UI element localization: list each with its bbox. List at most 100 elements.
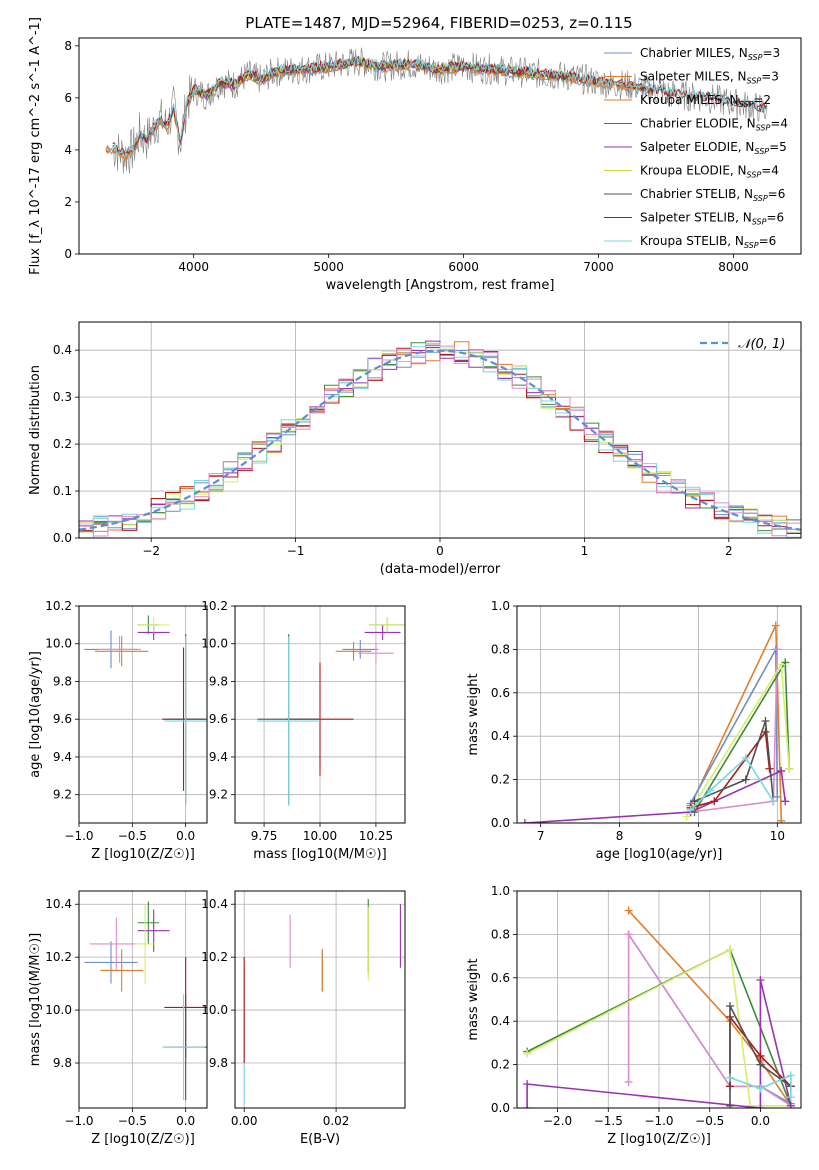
- y-tick-label: 10.2: [45, 599, 72, 613]
- weight-marker: [777, 660, 786, 669]
- y-tick-label: 0.8: [491, 642, 510, 656]
- weight-marker: [690, 797, 699, 806]
- legend-text: Chabrier ELODIE, N: [640, 117, 756, 131]
- y-tick-label: 0.8: [491, 927, 510, 941]
- x-tick-label: 9.75: [251, 829, 278, 843]
- legend-subscript: SSP: [752, 218, 767, 227]
- x-tick-label: −1.0: [64, 829, 93, 843]
- y-tick-label: 9.6: [209, 712, 228, 726]
- x-tick-label: 10.00: [303, 829, 337, 843]
- x-axis-label: E(B-V): [300, 1132, 340, 1147]
- y-tick-label: 10.2: [45, 950, 72, 964]
- y-tick-label: 10.4: [201, 897, 228, 911]
- axes-frame: [234, 605, 406, 824]
- weight-marker: [781, 797, 790, 806]
- weight-line: [694, 720, 775, 803]
- legend-entry: Salpeter ELODIE, NSSP=5: [640, 140, 787, 156]
- legend-text: Salpeter MILES, N: [640, 70, 747, 84]
- y-axis-label: Normed distribution: [28, 365, 43, 495]
- weight-marker: [706, 786, 715, 795]
- axes-frame: [78, 37, 802, 255]
- weight-line: [526, 948, 791, 1107]
- weight-marker: [726, 1002, 734, 1011]
- y-tick-label: 8: [64, 39, 72, 53]
- y-tick-label: 0.0: [53, 531, 72, 545]
- panel-weight_vs_Z: −2.0 −1.5 −1.0 −0.5 0.0 0.0 0.2 0.4 0.6 0.8 1.0 Z […: [466, 884, 802, 1147]
- weight-marker: [769, 797, 778, 806]
- x-tick-label: −0.5: [118, 1114, 147, 1128]
- plot-area: [79, 340, 801, 538]
- y-tick-label: 0.2: [491, 1058, 510, 1072]
- y-tick-label: 0.4: [491, 729, 510, 743]
- x-tick-label: 0.00: [231, 1114, 258, 1128]
- legend-text-tail: =6: [768, 187, 786, 201]
- weight-marker: [785, 764, 794, 773]
- weight-marker: [777, 816, 786, 823]
- y-tick-label: 9.8: [209, 674, 228, 688]
- x-tick-label: −1.0: [644, 1114, 673, 1128]
- x-tick-label: 8000: [718, 260, 749, 274]
- weight-line: [524, 769, 786, 823]
- weight-marker: [682, 812, 691, 821]
- legend-entry: Chabrier STELIB, NSSP=6: [640, 187, 785, 203]
- y-tick-label: 10.2: [201, 599, 228, 613]
- legend-entry: Chabrier ELODIE, NSSP=4: [640, 117, 788, 133]
- legend-text: Kroupa STELIB, N: [640, 234, 744, 248]
- weight-marker: [777, 766, 786, 775]
- spectrum-model-line: [112, 55, 768, 158]
- y-tick-label: 0.0: [491, 1101, 510, 1115]
- legend-entry: Kroupa STELIB, NSSP=6: [640, 234, 776, 250]
- weight-marker: [523, 1080, 532, 1089]
- legend-entry: Kroupa ELODIE, NSSP=4: [640, 164, 779, 180]
- y-tick-label: 2: [64, 195, 72, 209]
- x-tick-label: 1: [581, 544, 589, 558]
- x-tick-label: 7000: [583, 260, 614, 274]
- weight-marker: [756, 1051, 765, 1060]
- y-tick-label: 0.1: [53, 484, 72, 498]
- y-axis-label: mass [log10(M/M☉)]: [28, 933, 43, 1066]
- grid-lines: [78, 605, 207, 823]
- x-tick-label: −2.0: [543, 1114, 572, 1128]
- y-tick-label: 1.0: [491, 884, 510, 898]
- x-axis-label: (data-model)/error: [380, 562, 501, 577]
- legend-text: Chabrier STELIB, N: [640, 187, 753, 201]
- legend-entry: 𝒩(0, 1): [738, 337, 785, 352]
- legend: 𝒩(0, 1): [700, 337, 785, 352]
- axes-frame: [516, 605, 802, 824]
- y-tick-label: 9.8: [53, 674, 72, 688]
- weight-marker: [726, 945, 734, 954]
- legend-text-tail: =2: [753, 93, 771, 107]
- y-tick-label: 9.4: [209, 750, 228, 764]
- plot-area: [84, 615, 207, 807]
- legend-text: Chabrier MILES, N: [640, 46, 748, 60]
- weight-marker: [746, 1101, 755, 1108]
- y-axis-label: mass weight: [466, 958, 481, 1040]
- weight-line: [690, 756, 775, 811]
- y-tick-label: 10.0: [201, 637, 228, 651]
- weight-marker: [624, 1077, 633, 1086]
- x-tick-label: 0: [436, 544, 444, 558]
- plot-area: [523, 906, 795, 1108]
- weight-marker: [710, 797, 719, 806]
- y-tick-label: 0: [64, 247, 72, 261]
- weight-marker: [523, 1049, 532, 1058]
- weight-marker: [773, 792, 782, 801]
- panel-residuals: −2 −1 0 1 2 0.0 0.1 0.2 0.3 0.4 (data-model)/error…: [28, 321, 802, 577]
- grid-lines: [517, 605, 801, 824]
- plot-area: [520, 621, 794, 823]
- y-tick-label: 0.6: [491, 971, 510, 985]
- weight-marker: [756, 1084, 765, 1093]
- weight-line: [628, 909, 792, 1107]
- x-tick-label: 8: [616, 829, 624, 843]
- weight-marker: [686, 805, 695, 814]
- weight-marker: [520, 819, 529, 823]
- y-tick-label: 10.0: [201, 1003, 228, 1017]
- legend-text-tail: =6: [759, 234, 777, 248]
- x-tick-label: −0.5: [695, 1114, 724, 1128]
- x-tick-label: 5000: [313, 260, 344, 274]
- x-tick-label: 9: [695, 829, 703, 843]
- x-axis-label: Z [log10(Z/Z☉)]: [91, 847, 195, 862]
- legend-text: Salpeter ELODIE, N: [640, 140, 754, 154]
- y-tick-label: 6: [64, 91, 72, 105]
- y-tick-label: 0.2: [491, 773, 510, 787]
